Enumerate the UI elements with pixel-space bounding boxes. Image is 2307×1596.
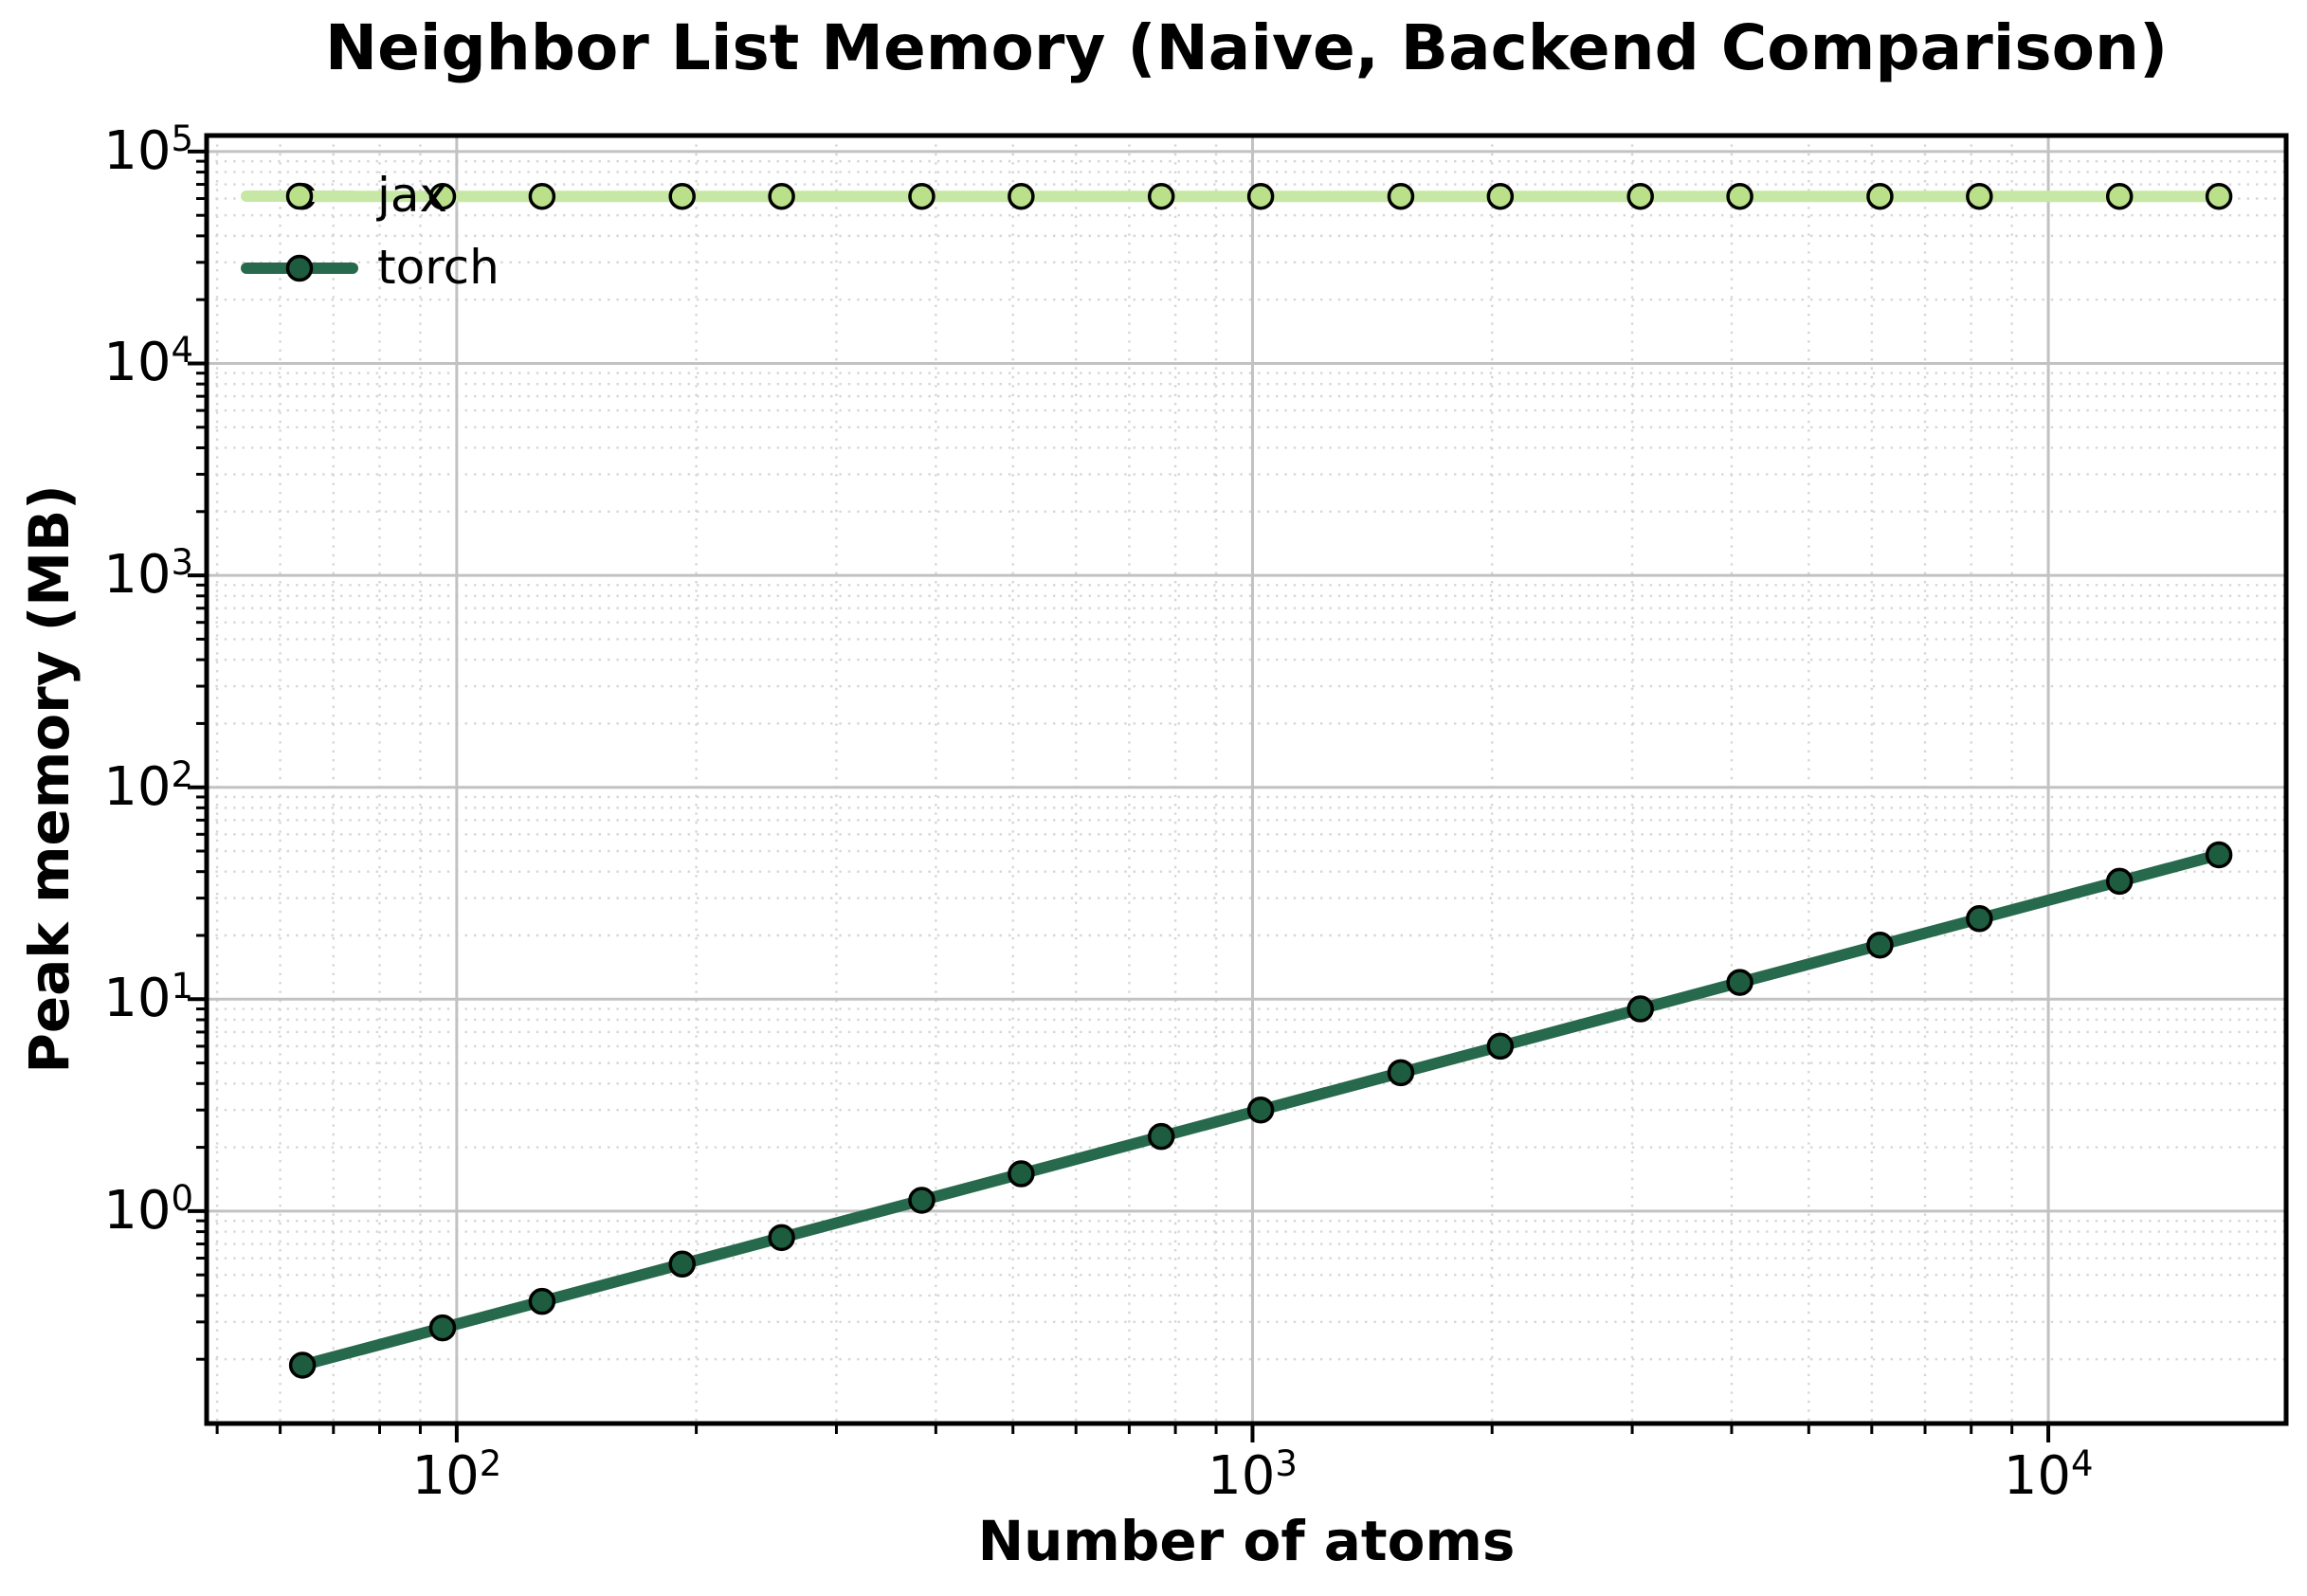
jax-marker [1008,182,1035,210]
jax-marker [1966,182,1993,210]
torch-marker [1246,1096,1275,1124]
legend-jax-marker [285,182,314,210]
jax-marker [1726,182,1753,210]
legend-torch-marker [285,254,314,282]
torch-marker [1008,1160,1035,1188]
jax-marker [1387,182,1415,210]
y-axis-label: Peak memory (MB) [17,484,82,1074]
torch-marker [1387,1059,1415,1087]
x-tick-label-10e4: 104 [2003,1442,2094,1507]
torch-marker [528,1287,556,1315]
torch-marker [1626,995,1654,1023]
jax-marker [528,182,556,210]
torch-marker [1147,1122,1175,1151]
jax-marker [1246,182,1275,210]
torch-marker [668,1250,696,1279]
jax-marker [428,182,457,210]
torch-marker [1726,969,1753,996]
torch-marker [908,1187,936,1214]
jax-marker [1866,182,1894,210]
torch-marker [1866,931,1894,959]
jax-marker [908,182,936,210]
torch-marker [768,1224,795,1252]
torch-marker [2105,867,2134,896]
y-tick-label-10e0: 100 [103,1177,193,1242]
x-tick-label-10e3: 103 [1208,1442,1298,1507]
jax-marker [668,182,696,210]
torch-marker [2205,841,2233,869]
jax-marker [1626,182,1654,210]
x-tick-label-10e2: 102 [411,1442,502,1507]
torch-marker [1486,1032,1515,1061]
legend-label-jax: jax [377,168,448,223]
jax-marker [2105,182,2134,210]
y-tick-label-10e4: 104 [103,330,193,394]
y-tick-label-10e5: 105 [103,118,193,182]
torch-marker [1966,905,1993,933]
legend-label-torch: torch [377,240,500,295]
jax-marker [768,182,795,210]
y-tick-label-10e3: 103 [103,541,193,607]
torch-marker [428,1314,457,1342]
torch-marker [288,1351,317,1379]
y-tick-label-10e2: 102 [103,753,193,818]
y-tick-label-10e1: 101 [103,966,193,1030]
jax-marker [1486,182,1515,210]
axes-spines [204,133,2289,1426]
x-axis-label: Number of atoms [977,1509,1516,1573]
jax-marker [2205,182,2233,210]
jax-marker [1147,182,1175,210]
chart-title: Neighbor List Memory (Naive, Backend Com… [324,11,2169,84]
